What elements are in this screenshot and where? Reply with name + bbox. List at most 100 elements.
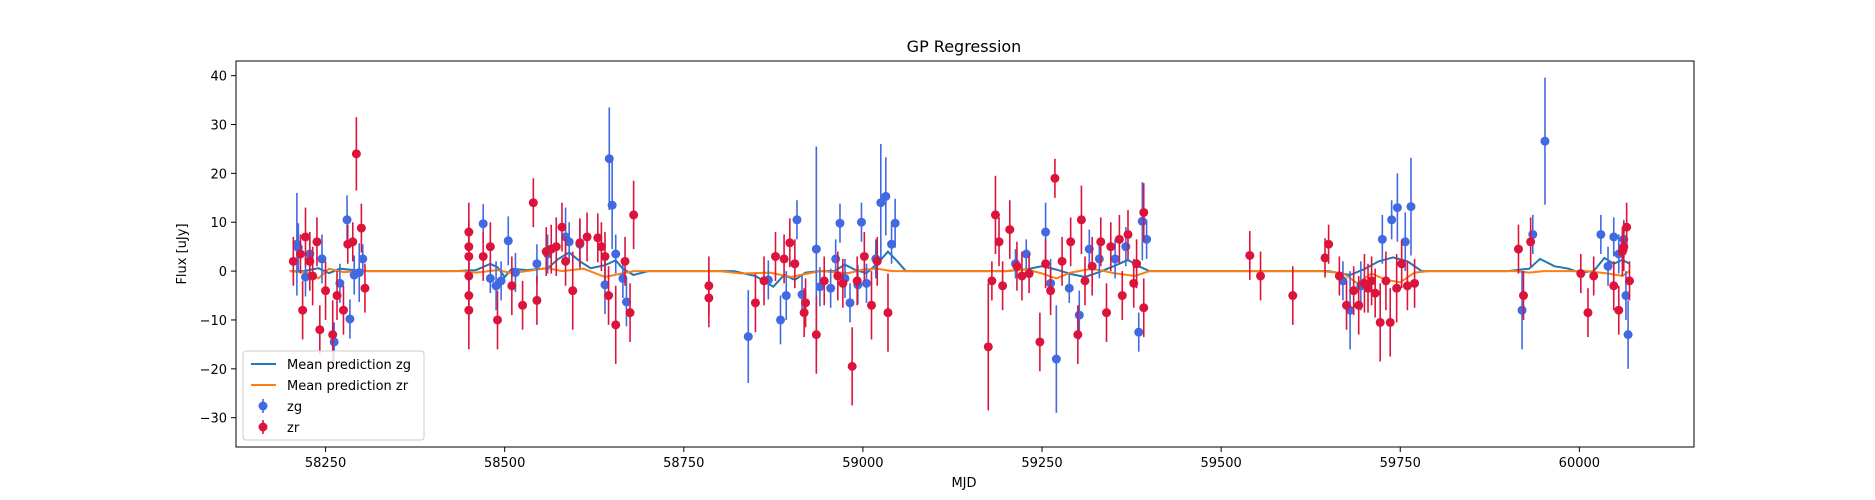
data-point [485,242,495,252]
data-point [883,308,893,318]
data-point [859,251,869,261]
x-axis: 58250 58500 58750 59000 59250 59500 59750 60000 [305,447,1600,471]
data-point [510,268,520,278]
data-point [1041,227,1051,237]
data-point [1354,300,1364,310]
data-point [342,215,352,225]
data-point [1074,310,1084,320]
data-point [607,200,617,210]
data-point [776,315,786,325]
data-point [990,210,1000,220]
data-point [750,298,760,308]
data-point [1583,308,1593,318]
data-point [557,222,567,232]
data-point [625,308,635,318]
data-point [604,291,614,301]
data-point [1392,203,1402,213]
data-point [1400,237,1410,247]
data-point [478,251,488,261]
data-point [852,276,862,286]
data-point [329,337,339,347]
data-point [1110,254,1120,264]
data-point [1370,288,1380,298]
data-point [1139,303,1149,313]
data-point [1625,276,1635,286]
data-point [1377,234,1387,244]
legend-swatch [258,401,268,411]
data-point [847,361,857,371]
data-point [838,278,848,288]
data-point [1134,327,1144,337]
data-point [582,232,592,242]
data-point [1518,291,1528,301]
data-point [317,254,327,264]
data-point [1080,276,1090,286]
data-point [1596,229,1606,239]
data-point [321,286,331,296]
data-point [861,278,871,288]
data-point [611,249,621,259]
series-errorbar-group [292,77,1633,413]
x-tick-label: 59250 [1021,456,1062,471]
data-point [568,286,578,296]
data-point [611,320,621,330]
y-axis: −30 −20 −10 0 10 20 30 40 [200,70,236,427]
data-point [1046,286,1056,296]
data-point [561,256,571,266]
data-point [1603,261,1613,271]
data-point [872,256,882,266]
data-point [312,237,322,247]
data-point [1064,283,1074,293]
data-point [1410,278,1420,288]
data-point [743,332,753,342]
y-tick-label: −30 [200,412,227,427]
data-point [1392,283,1402,293]
data-point [345,314,355,324]
data-point [876,198,886,208]
x-axis-label: MJD [951,476,976,491]
data-point [1137,216,1147,226]
data-point [629,210,639,220]
data-point [1367,276,1377,286]
data-point [835,218,845,228]
data-point [478,219,488,229]
data-point [1406,202,1416,212]
data-point [1609,232,1619,242]
data-point [300,232,310,242]
data-point [704,293,714,303]
data-point [493,315,503,325]
data-point [593,233,603,243]
data-point [298,305,308,315]
data-point [288,256,298,266]
data-point [1132,259,1142,269]
data-point [1117,291,1127,301]
data-point [1005,225,1015,235]
data-point [1349,286,1359,296]
data-point [790,259,800,269]
data-point [1073,330,1083,340]
data-point [1012,261,1022,271]
data-point [1402,281,1412,291]
data-point [1363,283,1373,293]
data-point [1623,330,1633,340]
data-point [1035,337,1045,347]
data-point [890,218,900,228]
y-tick-label: 40 [210,70,227,85]
data-point [1123,229,1133,239]
x-tick-label: 58250 [305,456,346,471]
data-point [332,291,342,301]
data-point [779,254,789,264]
data-point [1385,317,1395,327]
data-point [781,291,791,301]
data-point [831,254,841,264]
data-point [564,237,574,247]
data-point [1051,354,1061,364]
data-point [867,300,877,310]
data-point [1256,271,1266,281]
data-point [1094,254,1104,264]
data-point [1614,305,1624,315]
plot-frame [235,60,1695,448]
x-tick-label: 58500 [484,456,525,471]
legend-label: Mean prediction zr [287,379,409,394]
data-point [604,154,614,164]
